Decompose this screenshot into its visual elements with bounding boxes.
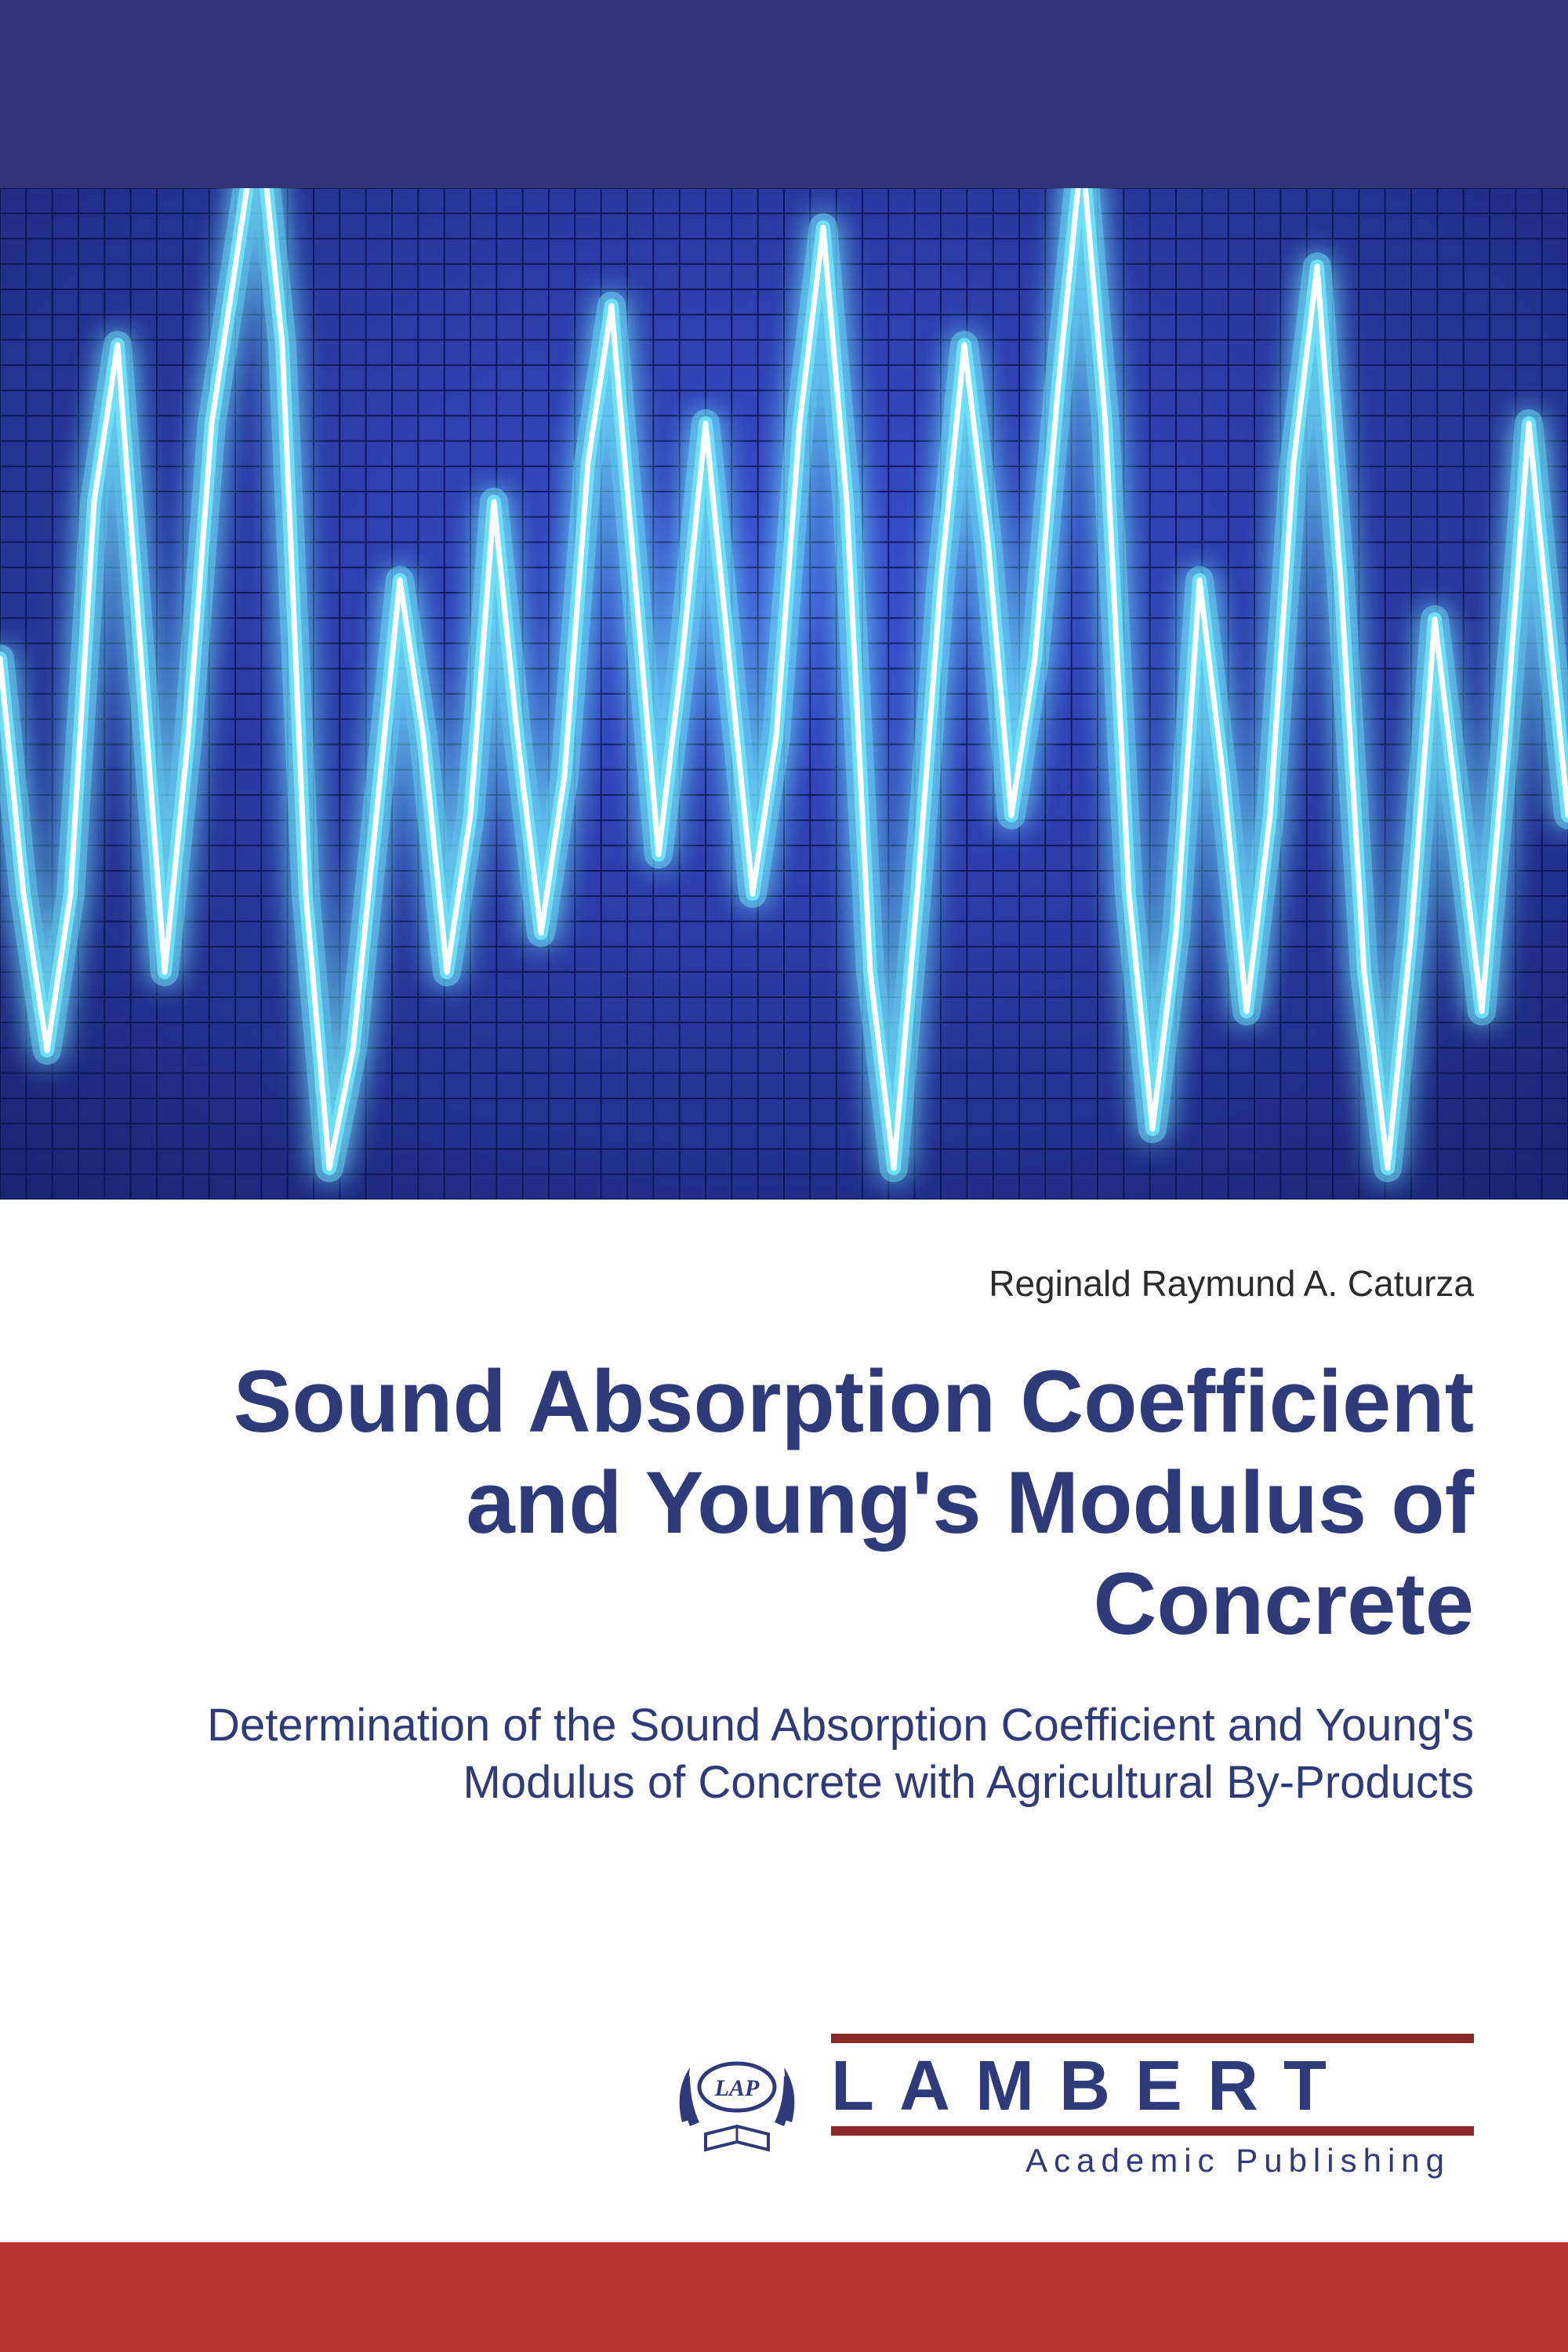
bottom-color-band [0,2242,1568,2352]
top-color-band [0,0,1568,188]
cover-text-block: Reginald Raymund A. Caturza Sound Absorp… [0,1200,1568,1811]
publisher-name-block: LAMBERT Academic Publishing [831,2034,1474,2180]
cover-waveform-image [0,188,1568,1200]
book-subtitle: Determination of the Sound Absorption Co… [94,1697,1474,1811]
publisher-badge-text: LAP [714,2075,760,2101]
publisher-emblem-icon: LAP [666,2052,808,2161]
publisher-name: LAMBERT [831,2051,1474,2122]
publisher-subline: Academic Publishing [831,2126,1474,2180]
author-name: Reginald Raymund A. Caturza [94,1262,1474,1305]
publisher-logo: LAP LAMBERT Academic Publishing [666,2034,1474,2180]
book-title: Sound Absorption Coefficient and Young's… [94,1352,1474,1654]
logo-top-rule [831,2034,1474,2043]
